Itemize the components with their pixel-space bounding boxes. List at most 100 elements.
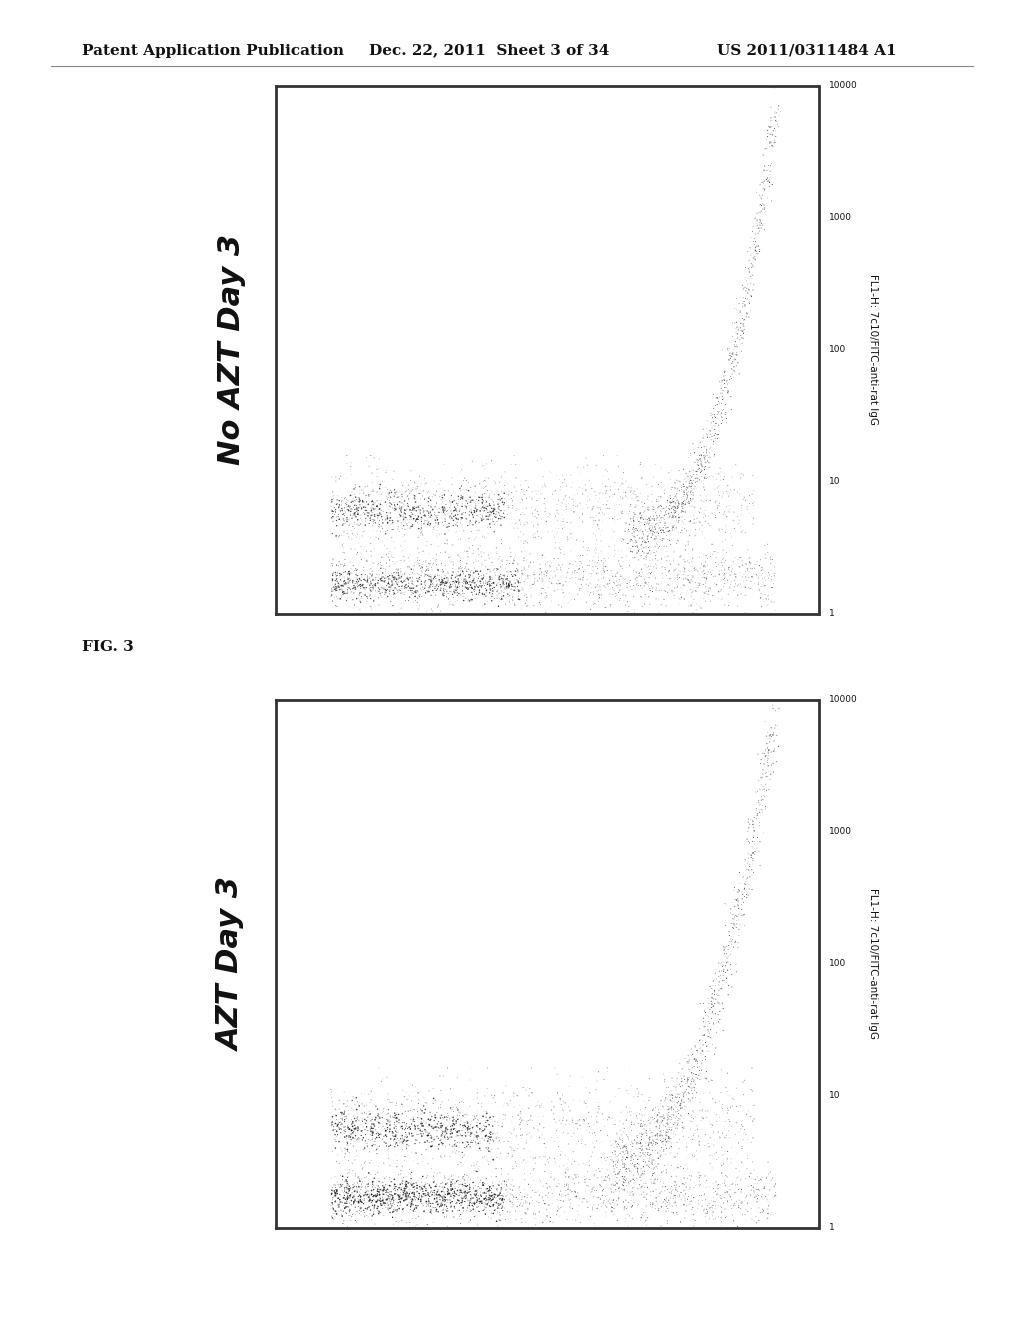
Point — [751, 1170, 767, 1191]
Point — [348, 1180, 365, 1201]
Point — [372, 1195, 388, 1216]
Point — [745, 1180, 762, 1201]
Point — [614, 1154, 631, 1175]
Point — [380, 1102, 396, 1123]
Point — [397, 1184, 414, 1205]
Point — [462, 582, 478, 603]
Point — [604, 1150, 621, 1171]
Point — [440, 1168, 457, 1189]
Point — [469, 561, 485, 582]
Point — [343, 1206, 359, 1228]
Point — [480, 1181, 497, 1203]
Point — [326, 1175, 342, 1196]
Point — [626, 576, 642, 597]
Point — [589, 1071, 605, 1092]
Point — [498, 1105, 514, 1126]
Point — [729, 345, 745, 366]
Point — [527, 480, 544, 502]
Point — [672, 480, 688, 502]
Point — [373, 1197, 389, 1218]
Point — [708, 1038, 724, 1059]
Point — [348, 587, 365, 609]
Point — [379, 492, 395, 513]
Point — [725, 1195, 741, 1216]
Point — [728, 300, 744, 321]
Point — [719, 895, 735, 916]
Point — [461, 1119, 477, 1140]
Point — [721, 1121, 737, 1142]
Point — [526, 1196, 543, 1217]
Point — [489, 1111, 506, 1133]
Point — [420, 581, 436, 602]
Point — [358, 1094, 375, 1115]
Point — [515, 1110, 531, 1131]
Point — [656, 515, 673, 536]
Point — [702, 424, 719, 445]
Point — [689, 471, 706, 492]
Point — [403, 1123, 420, 1144]
Point — [499, 561, 515, 582]
Point — [370, 1170, 386, 1191]
Point — [386, 499, 402, 520]
Point — [770, 95, 786, 116]
Point — [505, 590, 521, 611]
Point — [641, 499, 657, 520]
Point — [412, 495, 428, 516]
Point — [684, 1063, 700, 1084]
Point — [683, 1071, 699, 1092]
Point — [622, 1205, 638, 1226]
Point — [637, 554, 653, 576]
Point — [674, 496, 690, 517]
Point — [401, 482, 418, 503]
Point — [630, 537, 646, 558]
Point — [593, 1196, 609, 1217]
Point — [393, 550, 410, 572]
Point — [505, 1195, 521, 1216]
Point — [640, 537, 656, 558]
Point — [737, 566, 754, 587]
Point — [379, 508, 395, 529]
Point — [635, 520, 651, 541]
Point — [679, 477, 695, 498]
Point — [391, 1199, 408, 1220]
Point — [676, 1092, 692, 1113]
Point — [663, 492, 679, 513]
Point — [410, 572, 426, 593]
Point — [680, 1148, 696, 1170]
Point — [674, 492, 690, 513]
Point — [655, 1139, 672, 1160]
Point — [376, 521, 392, 543]
Point — [733, 546, 750, 568]
Point — [389, 1156, 406, 1177]
Point — [487, 1199, 504, 1220]
Point — [580, 491, 596, 512]
Point — [734, 1196, 751, 1217]
Point — [647, 1170, 664, 1191]
Point — [417, 1131, 433, 1152]
Point — [424, 523, 440, 544]
Point — [680, 543, 696, 564]
Point — [341, 564, 357, 585]
Point — [408, 1130, 424, 1151]
Point — [369, 1200, 385, 1221]
Point — [744, 830, 761, 851]
Point — [537, 565, 553, 586]
Point — [710, 1005, 726, 1026]
Point — [366, 1114, 382, 1135]
Point — [561, 1101, 578, 1122]
Point — [485, 1189, 502, 1210]
Point — [526, 572, 543, 593]
Point — [734, 275, 751, 296]
Point — [723, 346, 739, 367]
Point — [527, 527, 544, 548]
Point — [444, 1115, 461, 1137]
Point — [458, 1176, 474, 1197]
Point — [755, 560, 771, 581]
Point — [461, 504, 477, 525]
Point — [357, 500, 374, 521]
Point — [340, 1175, 356, 1196]
Point — [754, 767, 770, 788]
Point — [329, 1151, 345, 1172]
Point — [700, 1006, 717, 1027]
Point — [352, 508, 369, 529]
